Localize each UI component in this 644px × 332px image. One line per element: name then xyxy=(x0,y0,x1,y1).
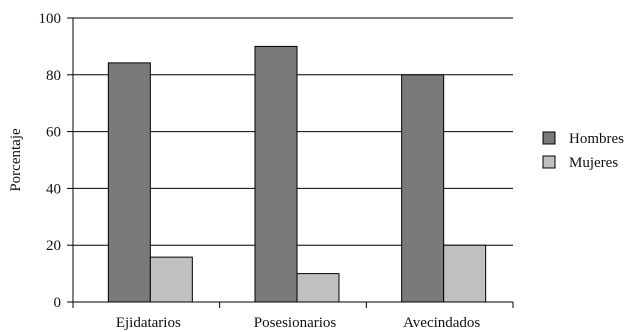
y-tick-label: 40 xyxy=(46,181,61,197)
bar-hombres-avecindados xyxy=(401,74,445,303)
legend-swatch-mujeres xyxy=(542,155,556,169)
bar-hombres-posesionarios xyxy=(254,45,298,303)
bar-mujeres-avecindados xyxy=(443,244,487,303)
y-tick-labels: 0 20 40 60 80 100 xyxy=(39,11,62,311)
axes xyxy=(67,17,514,308)
y-tick-label: 20 xyxy=(46,238,61,254)
bar-hombres-ejidatarios xyxy=(107,62,151,303)
y-tick-label: 0 xyxy=(54,295,62,311)
bar-mujeres-posesionarios xyxy=(296,273,340,303)
x-category-label: Ejidatarios xyxy=(116,315,181,331)
bars xyxy=(107,45,487,303)
x-category-label: Avecindados xyxy=(403,315,480,331)
y-tick-label: 60 xyxy=(46,125,61,141)
y-tick-label: 80 xyxy=(46,68,61,84)
y-tick-label: 100 xyxy=(39,11,62,27)
legend-label-mujeres: Mujeres xyxy=(569,155,618,171)
x-category-label: Posesionarios xyxy=(254,315,337,331)
y-axis-title: Porcentaje xyxy=(8,128,24,192)
legend-swatch-hombres xyxy=(542,131,556,145)
legend: Hombres Mujeres xyxy=(542,131,624,171)
x-category-labels: Ejidatarios Posesionarios Avecindados xyxy=(116,315,481,331)
bar-mujeres-ejidatarios xyxy=(149,256,193,303)
legend-label-hombres: Hombres xyxy=(569,131,624,147)
